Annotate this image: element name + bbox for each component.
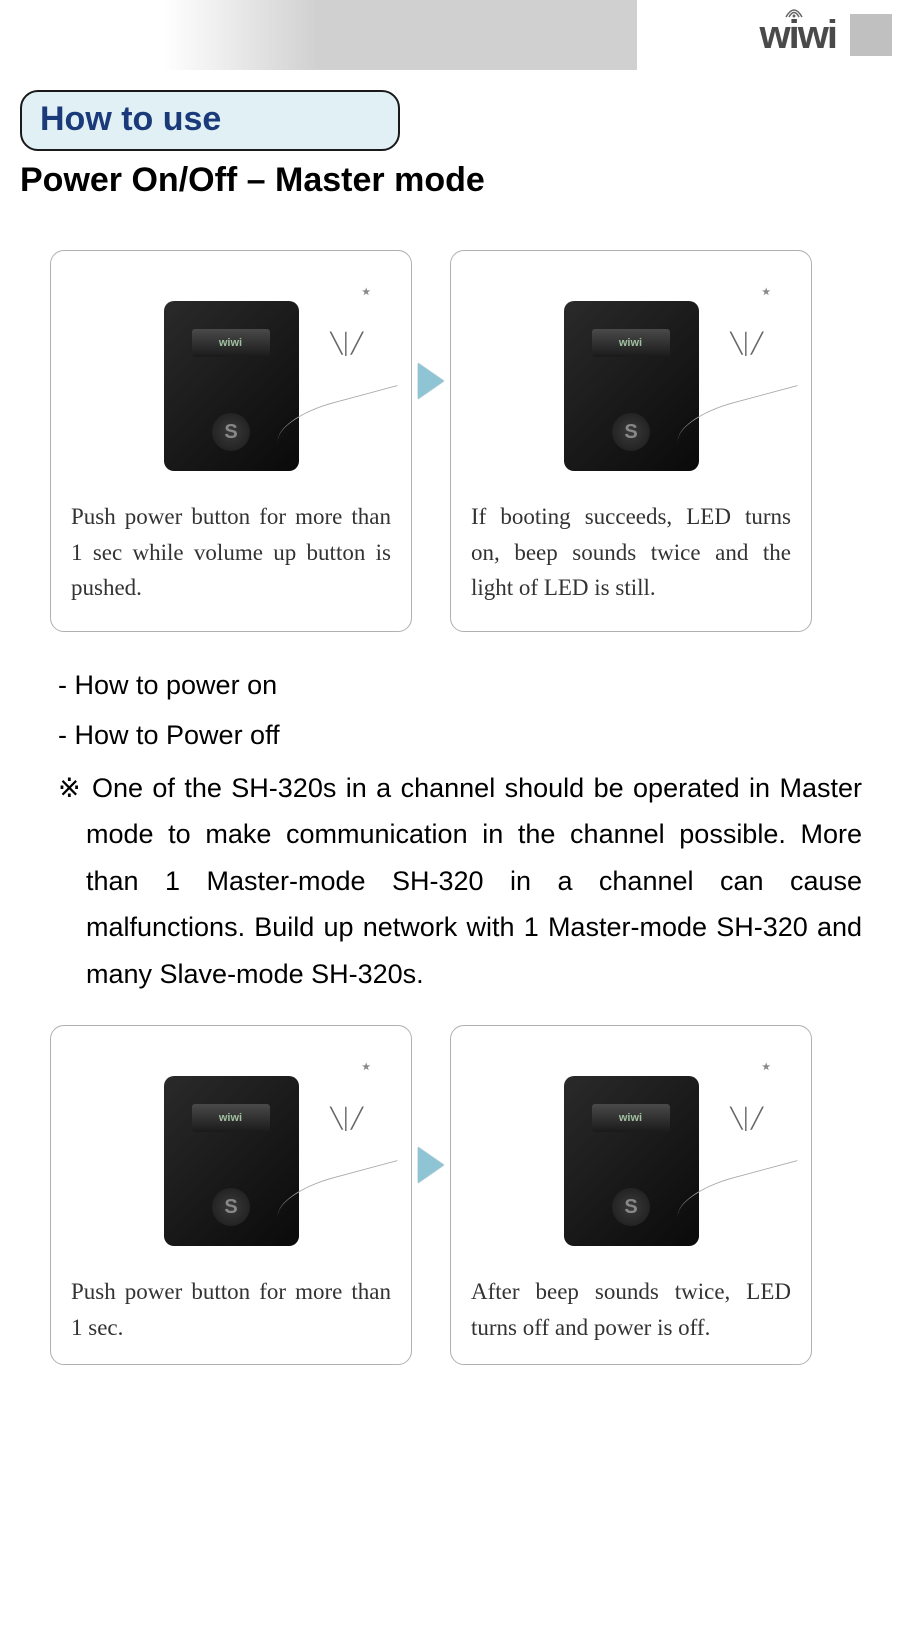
press-indicator-icon: ╲│╱ (330, 331, 361, 356)
device-s-button: S (212, 413, 250, 451)
howto-power-on-label: - How to power on (58, 662, 862, 708)
step-caption: After beep sounds twice, LED turns off a… (471, 1274, 791, 1354)
press-indicator-icon: ╲│╱ (730, 331, 761, 356)
power-off-steps: ٭ wiwi S ╲│╱ Push power button for more … (20, 1025, 890, 1365)
spark-icon: ٭ (361, 1056, 371, 1077)
device-s-button: S (212, 1188, 250, 1226)
step-caption: Push power button for more than 1 sec wh… (71, 499, 391, 609)
master-mode-note: ※ One of the SH-320s in a channel should… (58, 765, 862, 997)
header-bar: wiwi (0, 0, 910, 70)
device-screen-label: wiwi (219, 1112, 242, 1124)
spark-icon: ٭ (761, 281, 771, 302)
device-screen: wiwi (192, 1104, 270, 1132)
device-s-button: S (612, 1188, 650, 1226)
device-s-button: S (612, 413, 650, 451)
arrow-next (418, 1147, 444, 1183)
device-screen: wiwi (592, 1104, 670, 1132)
press-indicator-icon: ╲│╱ (330, 1106, 361, 1131)
power-on-step-2: ٭ wiwi S ╲│╱ If booting succeeds, LED tu… (450, 250, 812, 632)
arrow-right-icon (418, 1147, 444, 1183)
body-text: - How to power on - How to Power off ※ O… (20, 662, 890, 997)
device-screen: wiwi (192, 329, 270, 357)
logo-text: wiwi (760, 13, 836, 58)
spark-icon: ٭ (761, 1056, 771, 1077)
device-screen-label: wiwi (619, 1112, 642, 1124)
section-tag-text: How to use (40, 100, 221, 138)
page-content: How to use Power On/Off – Master mode ٭ … (0, 70, 910, 1365)
logo-square-icon (850, 14, 892, 56)
device-illustration: ٭ wiwi S ╲│╱ (71, 271, 391, 491)
arrow-next (418, 363, 444, 399)
arrow-right-icon (418, 363, 444, 399)
device-screen-label: wiwi (219, 337, 242, 349)
device-illustration: ٭ wiwi S ╲│╱ (471, 271, 791, 491)
power-off-step-2: ٭ wiwi S ╲│╱ After beep sounds twice, LE… (450, 1025, 812, 1365)
logo-area: wiwi (760, 13, 892, 58)
step-caption: If booting succeeds, LED turns on, beep … (471, 499, 791, 609)
section-tag: How to use (20, 90, 400, 151)
wifi-signal-icon (784, 5, 804, 19)
device-screen: wiwi (592, 329, 670, 357)
press-indicator-icon: ╲│╱ (730, 1106, 761, 1131)
device-screen-label: wiwi (619, 337, 642, 349)
spark-icon: ٭ (361, 281, 371, 302)
power-on-step-1: ٭ wiwi S ╲│╱ Push power button for more … (50, 250, 412, 632)
step-caption: Push power button for more than 1 sec. (71, 1274, 391, 1354)
power-on-steps: ٭ wiwi S ╲│╱ Push power button for more … (20, 250, 890, 632)
howto-power-off-label: - How to Power off (58, 712, 862, 758)
logo-label: wiwi (760, 13, 836, 57)
power-off-step-1: ٭ wiwi S ╲│╱ Push power button for more … (50, 1025, 412, 1365)
page-title: Power On/Off – Master mode (20, 161, 890, 200)
device-illustration: ٭ wiwi S ╲│╱ (471, 1046, 791, 1266)
device-illustration: ٭ wiwi S ╲│╱ (71, 1046, 391, 1266)
